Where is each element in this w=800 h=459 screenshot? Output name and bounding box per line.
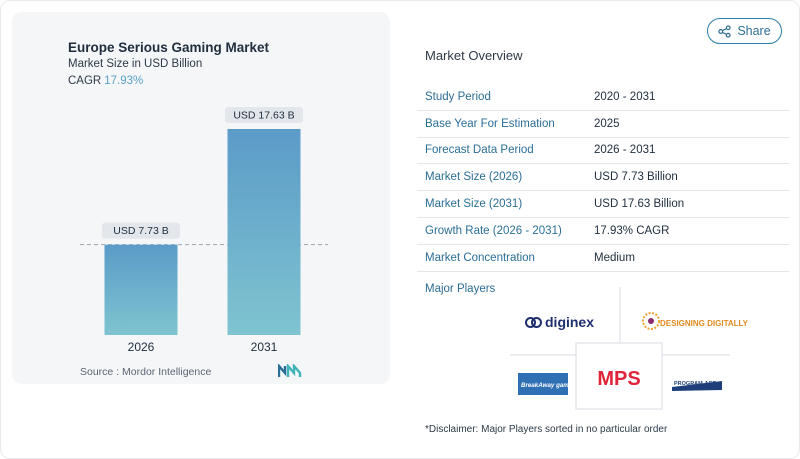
row-label: Market Concentration xyxy=(425,251,535,264)
logo-text: PROGRAM-ACE xyxy=(674,381,716,387)
data-label: USD 7.73 B xyxy=(113,225,168,237)
diginex-logo: diginex xyxy=(525,314,594,330)
chart-subtitle: Market Size in USD Billion xyxy=(68,58,203,70)
row-value: Medium xyxy=(594,251,635,264)
data-label-bg xyxy=(225,107,303,123)
row-value: 17.93% CAGR xyxy=(594,224,670,237)
row-value: USD 7.73 Billion xyxy=(594,171,678,184)
overview-row-market-concentration: Market Concentration Medium xyxy=(417,245,789,272)
breakaway-logo: BreakAway games xyxy=(518,373,576,395)
share-icon xyxy=(718,24,731,38)
row-label: Growth Rate (2026 - 2031) xyxy=(425,224,562,237)
mps-logo-box xyxy=(575,342,663,410)
cagr-value: 17.93% xyxy=(104,75,144,87)
overview-row-study-period: Study Period 2020 - 2031 xyxy=(417,84,789,111)
overview-table: Study Period 2020 - 2031 Base Year For E… xyxy=(417,84,789,272)
overview-row-growth-rate: Growth Rate (2026 - 2031) 17.93% CAGR xyxy=(417,218,789,245)
logo-text: DESIGNING DIGITALLY xyxy=(660,319,749,328)
share-label: Share xyxy=(737,24,771,38)
row-label: Study Period xyxy=(425,90,491,103)
row-label: Market Size (2031) xyxy=(425,198,523,211)
share-button[interactable]: Share xyxy=(707,18,782,44)
row-value: 2026 - 2031 xyxy=(594,144,656,157)
overview-row-forecast-period: Forecast Data Period 2026 - 2031 xyxy=(417,138,789,165)
x-tick-label: 2031 xyxy=(251,340,278,354)
chart-card xyxy=(12,12,390,384)
overview-row-base-year: Base Year For Estimation 2025 xyxy=(417,111,789,138)
program-ace-logo: PROGRAM-ACE xyxy=(672,381,722,391)
mps-logo: MPS xyxy=(597,368,640,390)
cagr-label: CAGR xyxy=(68,75,102,87)
disclaimer: *Disclaimer: Major Players sorted in no … xyxy=(425,424,668,435)
row-label: Market Size (2026) xyxy=(425,171,523,184)
major-players-logos: diginex DESIGNING DIGITALLY MPS BreakAwa… xyxy=(510,287,749,410)
chart-title: Europe Serious Gaming Market xyxy=(68,40,270,55)
bar-chart: USD 7.73 B 2026 USD 17.63 B 2031 xyxy=(80,107,328,354)
row-value: 2025 xyxy=(594,117,620,130)
logo-text: BreakAway games xyxy=(521,382,576,389)
overview-row-market-size-2026: Market Size (2026) USD 7.73 Billion xyxy=(417,164,789,192)
source-text: Source : Mordor Intelligence xyxy=(80,366,212,378)
data-label-bg xyxy=(102,222,180,239)
row-label: Forecast Data Period xyxy=(425,144,534,157)
overview-title: Market Overview xyxy=(425,48,523,63)
logo-text: diginex xyxy=(545,314,594,330)
row-value: USD 17.63 Billion xyxy=(594,198,685,211)
data-label: USD 17.63 B xyxy=(233,110,294,122)
designing-digitally-logo: DESIGNING DIGITALLY xyxy=(642,312,749,330)
row-value: 2020 - 2031 xyxy=(594,90,656,103)
row-label: Base Year For Estimation xyxy=(425,117,555,130)
bar-2031 xyxy=(227,129,301,335)
overview-row-market-size-2031: Market Size (2031) USD 17.63 Billion xyxy=(417,191,789,218)
mordor-intelligence-logo-icon xyxy=(278,364,302,377)
x-tick-label: 2026 xyxy=(128,340,155,354)
major-players-title: Major Players xyxy=(425,283,496,295)
cagr-line: CAGR 17.93% xyxy=(68,75,143,87)
bar-2026 xyxy=(104,244,178,335)
